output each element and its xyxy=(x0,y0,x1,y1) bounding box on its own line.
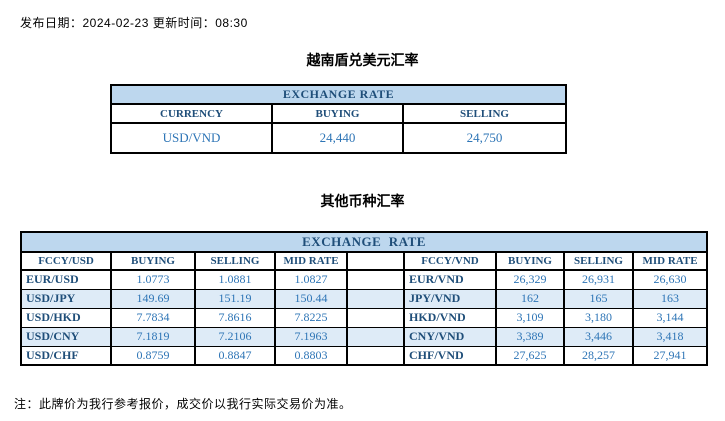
selling-rate-cell: 7.2106 xyxy=(194,326,276,347)
currency-pair-cell: CNY/VND xyxy=(403,326,497,347)
right-col-selling: SELLING xyxy=(563,251,634,271)
currency-pair-cell: HKD/VND xyxy=(403,307,497,328)
mid-rate-cell: 7.1963 xyxy=(274,326,348,347)
gap-cell xyxy=(346,307,405,328)
rate-row-eur: EUR/USD 1.0773 1.0881 1.0827 EUR/VND 26,… xyxy=(20,269,709,290)
other-currencies-section-title: 其他币种汇率 xyxy=(320,193,405,209)
selling-rate-cell: 151.19 xyxy=(194,288,276,309)
selling-rate-cell: 24,750 xyxy=(402,122,567,154)
gap-column-header xyxy=(346,251,405,271)
rate-row-chf: USD/CHF 0.8759 0.8847 0.8803 CHF/VND 27,… xyxy=(20,345,709,366)
gap-cell xyxy=(346,345,405,366)
right-col-buying: BUYING xyxy=(495,251,565,271)
left-col-selling: SELLING xyxy=(194,251,276,271)
mid-rate-cell: 150.44 xyxy=(274,288,348,309)
currency-pair-cell: USD/VND xyxy=(110,122,273,154)
buying-rate-cell: 7.1819 xyxy=(110,326,196,347)
currency-pair-cell: USD/HKD xyxy=(20,307,112,328)
currency-pair-cell: EUR/USD xyxy=(20,269,112,290)
selling-rate-cell: 3,446 xyxy=(563,326,634,347)
other-table-title: EXCHANGE RATE xyxy=(19,231,709,253)
buying-rate-cell: 7.7834 xyxy=(110,307,196,328)
buying-rate-cell: 0.8759 xyxy=(110,345,196,366)
mid-rate-cell: 3,144 xyxy=(631,307,709,328)
selling-rate-cell: 28,257 xyxy=(563,345,634,366)
buying-rate-cell: 3,109 xyxy=(495,307,565,328)
other-currencies-rate-table: EXCHANGE RATE FCCY/USD BUYING SELLING MI… xyxy=(19,231,709,366)
right-col-fccy-vnd: FCCY/VND xyxy=(403,251,497,271)
left-col-fccy-usd: FCCY/USD xyxy=(20,251,112,271)
usd-vnd-row: USD/VND 24,440 24,750 xyxy=(110,122,567,154)
selling-rate-cell: 3,180 xyxy=(563,307,634,328)
mid-rate-cell: 26,630 xyxy=(631,269,709,290)
usd-col-currency: CURRENCY xyxy=(110,103,273,124)
selling-rate-cell: 0.8847 xyxy=(194,345,276,366)
currency-pair-cell: USD/CNY xyxy=(20,326,112,347)
right-col-mid-rate: MID RATE xyxy=(631,251,709,271)
usd-table-title: EXCHANGE RATE xyxy=(110,84,567,105)
buying-rate-cell: 3,389 xyxy=(495,326,565,347)
mid-rate-cell: 7.8225 xyxy=(274,307,348,328)
selling-rate-cell: 26,931 xyxy=(563,269,634,290)
mid-rate-cell: 3,418 xyxy=(631,326,709,347)
rate-row-jpy: USD/JPY 149.69 151.19 150.44 JPY/VND 162… xyxy=(20,288,709,309)
buying-rate-cell: 24,440 xyxy=(271,122,404,154)
selling-rate-cell: 165 xyxy=(563,288,634,309)
gap-cell xyxy=(346,326,405,347)
buying-rate-cell: 26,329 xyxy=(495,269,565,290)
usd-vnd-rate-table: EXCHANGE RATE CURRENCY BUYING SELLING US… xyxy=(110,84,567,154)
publish-date-text: 发布日期：2024-02-23 更新时间：08:30 xyxy=(20,16,248,30)
left-col-mid-rate: MID RATE xyxy=(274,251,348,271)
gap-cell xyxy=(346,288,405,309)
buying-rate-cell: 149.69 xyxy=(110,288,196,309)
currency-pair-cell: JPY/VND xyxy=(403,288,497,309)
currency-pair-cell: CHF/VND xyxy=(403,345,497,366)
mid-rate-cell: 27,941 xyxy=(631,345,709,366)
buying-rate-cell: 162 xyxy=(495,288,565,309)
left-col-buying: BUYING xyxy=(110,251,196,271)
currency-pair-cell: EUR/VND xyxy=(403,269,497,290)
currency-pair-cell: USD/CHF xyxy=(20,345,112,366)
mid-rate-cell: 163 xyxy=(631,288,709,309)
usd-col-selling: SELLING xyxy=(402,103,567,124)
mid-rate-cell: 1.0827 xyxy=(274,269,348,290)
gap-cell xyxy=(346,269,405,290)
selling-rate-cell: 7.8616 xyxy=(194,307,276,328)
currency-pair-cell: USD/JPY xyxy=(20,288,112,309)
buying-rate-cell: 1.0773 xyxy=(110,269,196,290)
mid-rate-cell: 0.8803 xyxy=(274,345,348,366)
usd-col-buying: BUYING xyxy=(271,103,404,124)
buying-rate-cell: 27,625 xyxy=(495,345,565,366)
selling-rate-cell: 1.0881 xyxy=(194,269,276,290)
usd-vnd-section-title: 越南盾兑美元汇率 xyxy=(306,52,419,68)
rate-row-cny: USD/CNY 7.1819 7.2106 7.1963 CNY/VND 3,3… xyxy=(20,326,709,347)
disclaimer-note: 注：此牌价为我行参考报价，成交价以我行实际交易价为准。 xyxy=(14,397,352,411)
rate-row-hkd: USD/HKD 7.7834 7.8616 7.8225 HKD/VND 3,1… xyxy=(20,307,709,328)
